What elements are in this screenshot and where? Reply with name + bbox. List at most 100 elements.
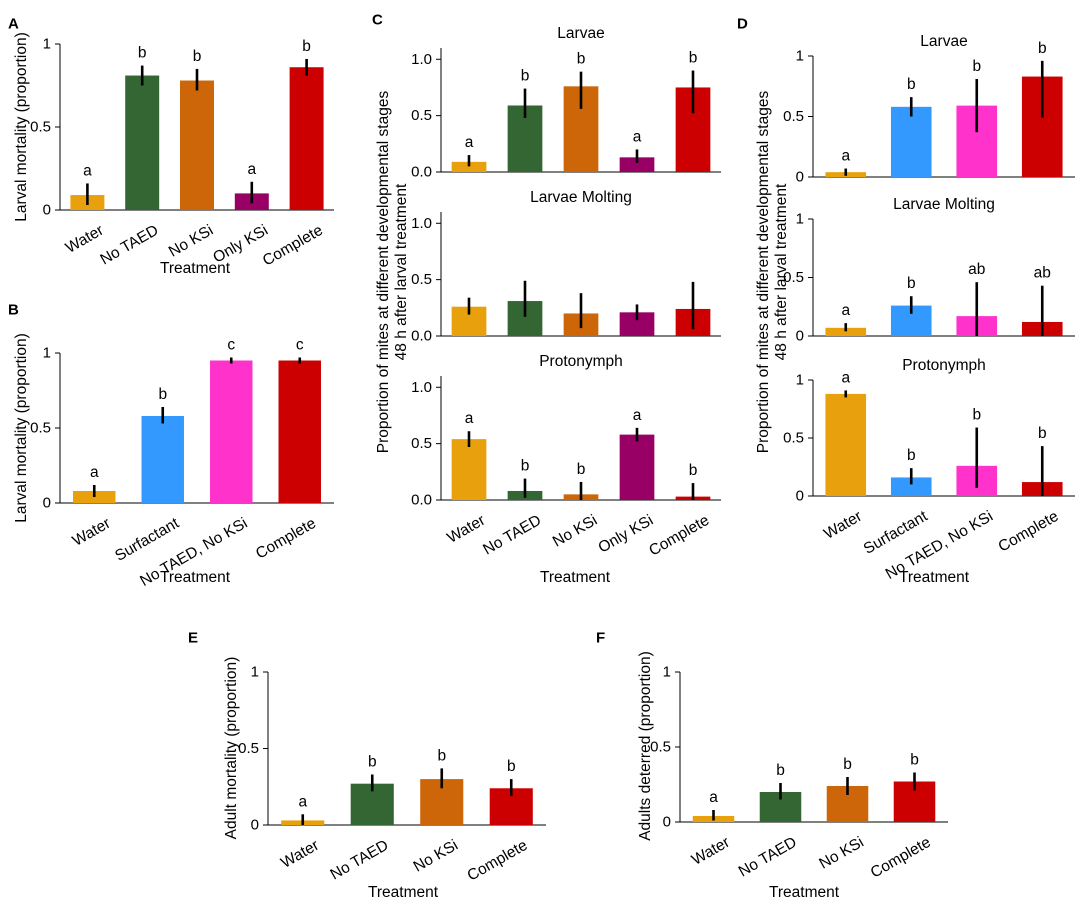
- bar: [890, 477, 932, 496]
- significance-label: a: [465, 134, 474, 151]
- panel-letter-D1: D: [737, 15, 748, 32]
- x-tick-label: Water: [821, 508, 865, 543]
- x-tick-label: Complete: [464, 837, 530, 885]
- y-tick-label: 1: [796, 211, 804, 228]
- significance-label: a: [90, 464, 99, 481]
- significance-label: a: [83, 162, 92, 179]
- x-tick-label: No KSi: [166, 222, 216, 261]
- significance-label: b: [437, 747, 446, 764]
- x-axis-title-B: Treatment: [160, 569, 231, 586]
- shared-y-axis-title-line: Proportion of mites at different develop…: [755, 91, 772, 454]
- panel-title-C3: Protonymph: [539, 353, 623, 370]
- panel-D1: D Larvae 0 0.5 1 a b b b: [737, 15, 1075, 186]
- bar: [890, 106, 932, 177]
- y-tick-label: 0.5: [411, 271, 432, 288]
- y-axis-title-B: Larval mortality (proportion): [13, 333, 30, 523]
- panel-C3: Protonymph 0.0 0.5 1.0 Treatment a Water b No TA…: [411, 353, 721, 586]
- x-tick-label: No TAED: [480, 512, 544, 559]
- panel-title-C1: Larvae: [557, 25, 604, 42]
- y-axis-title-E: Adult mortality (proportion): [223, 657, 240, 840]
- panel-letter-B: B: [8, 301, 19, 318]
- x-axis-title-E: Treatment: [368, 884, 439, 901]
- shared-y-axis-title-line: Proportion of mites at different develop…: [375, 91, 392, 454]
- y-tick-label: 1: [663, 664, 671, 681]
- significance-label: b: [907, 275, 916, 292]
- x-tick-label: Complete: [995, 508, 1061, 556]
- panel-letter-F: F: [596, 629, 605, 646]
- significance-label: a: [841, 369, 850, 386]
- significance-label: b: [972, 58, 981, 75]
- y-tick-label: 0.5: [411, 435, 432, 452]
- significance-label: b: [843, 756, 852, 773]
- x-tick-label: No TAED: [328, 837, 392, 884]
- x-tick-label: No KSi: [411, 837, 461, 876]
- bar: [825, 327, 867, 336]
- bar: [619, 157, 655, 172]
- y-tick-label: 1: [43, 345, 51, 362]
- y-tick-label: 0: [796, 488, 804, 505]
- significance-label: c: [296, 337, 304, 354]
- panel-title-D1: Larvae: [920, 33, 967, 50]
- y-tick-label: 0.5: [30, 420, 51, 437]
- significance-label: b: [907, 447, 916, 464]
- bar: [451, 161, 487, 172]
- panel-letter-E: E: [188, 629, 198, 646]
- panel-title-D3: Protonymph: [902, 357, 986, 374]
- x-tick-label: Only KSi: [595, 512, 656, 557]
- panel-E: E 0 0.5 1 Adult mortality (proportion) Treatm…: [188, 629, 546, 901]
- y-tick-label: 0.0: [411, 492, 432, 509]
- significance-label: b: [577, 51, 586, 68]
- significance-label: b: [1038, 40, 1047, 57]
- significance-label: a: [841, 148, 850, 165]
- x-tick-label: No KSi: [816, 834, 866, 873]
- significance-label: b: [302, 38, 311, 55]
- x-axis-title-F: Treatment: [769, 884, 840, 901]
- significance-label: b: [689, 462, 698, 479]
- y-tick-label: 0.5: [411, 107, 432, 124]
- x-tick-label: Water: [70, 515, 114, 550]
- significance-label: a: [633, 128, 642, 145]
- bar: [125, 75, 160, 210]
- y-tick-label: 0.5: [238, 740, 259, 757]
- x-tick-label: Complete: [260, 222, 326, 270]
- y-axis-title-F: Adults deterred (proportion): [637, 651, 654, 841]
- y-tick-label: 1: [43, 36, 51, 53]
- shared-y-axis-title-D: Proportion of mites at different develop…: [755, 91, 790, 454]
- significance-label: b: [158, 386, 167, 403]
- significance-label: b: [193, 48, 202, 65]
- bar: [619, 312, 655, 336]
- y-tick-label: 1.0: [411, 379, 432, 396]
- significance-label: a: [709, 789, 718, 806]
- panel-title-C2: Larvae Molting: [530, 189, 632, 206]
- x-tick-label: No TAED: [736, 834, 800, 881]
- significance-label: b: [689, 50, 698, 67]
- y-tick-label: 0: [251, 817, 259, 834]
- significance-label: b: [138, 45, 147, 62]
- significance-label: a: [247, 161, 256, 178]
- y-tick-label: 1: [796, 372, 804, 389]
- significance-label: a: [298, 793, 307, 810]
- bar: [825, 393, 867, 496]
- x-tick-label: Water: [278, 837, 322, 872]
- y-tick-label: 0: [43, 495, 51, 512]
- significance-label: c: [227, 337, 235, 354]
- bar: [180, 80, 214, 211]
- significance-label: b: [521, 68, 530, 85]
- y-tick-label: 1.0: [411, 51, 432, 68]
- bar: [141, 416, 184, 503]
- significance-label: a: [465, 410, 474, 427]
- y-axis-title-A: Larval mortality (proportion): [13, 32, 30, 222]
- shared-y-axis-title-line: 48 h after larval treatment: [773, 183, 790, 360]
- significance-label: b: [521, 458, 530, 475]
- panel-title-D2: Larvae Molting: [893, 196, 995, 213]
- x-tick-label: Complete: [868, 834, 934, 882]
- x-tick-label: Complete: [646, 512, 712, 560]
- significance-label: b: [507, 758, 516, 775]
- y-tick-label: 1.0: [411, 215, 432, 232]
- y-tick-label: 0: [43, 202, 51, 219]
- x-axis-title-A: Treatment: [160, 260, 231, 277]
- y-tick-label: 1: [251, 664, 259, 681]
- x-axis-title-D3: Treatment: [899, 569, 970, 586]
